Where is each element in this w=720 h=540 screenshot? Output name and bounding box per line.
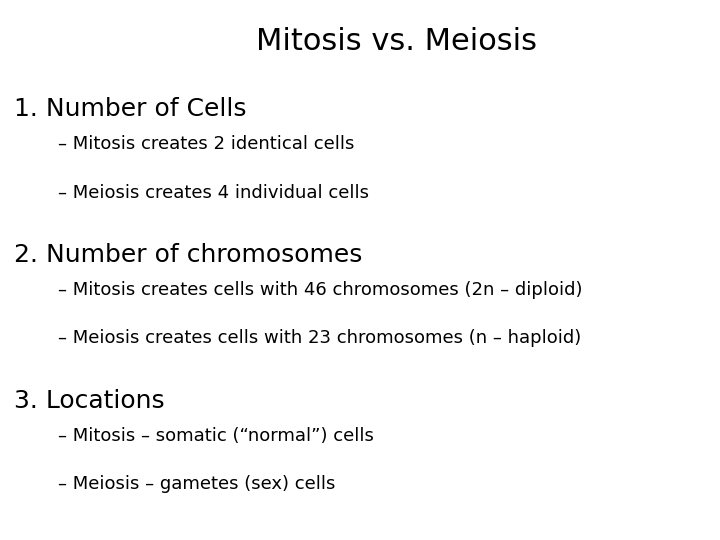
Text: – Mitosis – somatic (“normal”) cells: – Mitosis – somatic (“normal”) cells [58, 427, 374, 444]
Text: 2. Number of chromosomes: 2. Number of chromosomes [14, 243, 363, 267]
Text: – Meiosis creates cells with 23 chromosomes (n – haploid): – Meiosis creates cells with 23 chromoso… [58, 329, 581, 347]
Text: Mitosis vs. Meiosis: Mitosis vs. Meiosis [256, 27, 536, 56]
Text: – Meiosis – gametes (sex) cells: – Meiosis – gametes (sex) cells [58, 475, 335, 493]
Text: – Mitosis creates cells with 46 chromosomes (2n – diploid): – Mitosis creates cells with 46 chromoso… [58, 281, 582, 299]
Text: 1. Number of Cells: 1. Number of Cells [14, 97, 247, 121]
Text: – Meiosis creates 4 individual cells: – Meiosis creates 4 individual cells [58, 184, 369, 201]
Text: – Mitosis creates 2 identical cells: – Mitosis creates 2 identical cells [58, 135, 354, 153]
Text: 3. Locations: 3. Locations [14, 389, 165, 413]
